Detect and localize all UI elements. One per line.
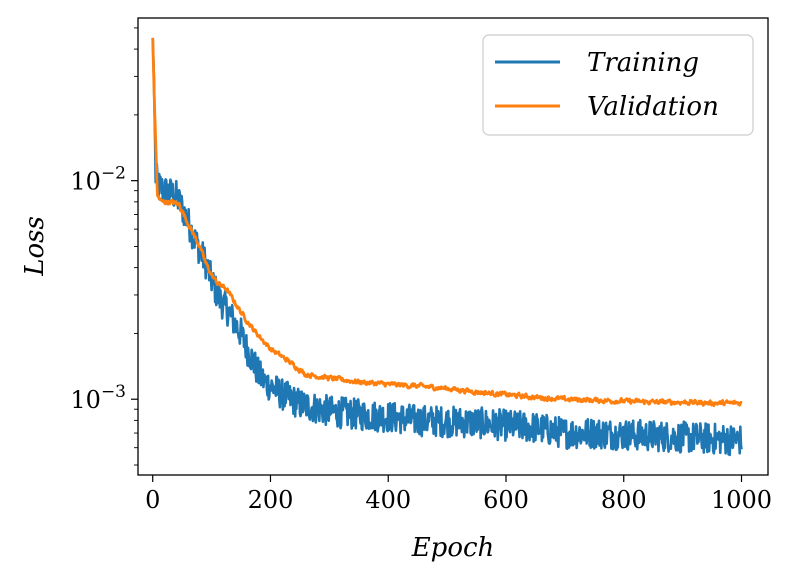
x-tick-label: 200 <box>248 486 294 514</box>
legend-label-training: Training <box>587 48 699 78</box>
legend: Training Validation <box>482 34 754 136</box>
x-tick-label: 400 <box>365 486 411 514</box>
axis-ticks: 0 200 400 600 800 1000 10−2 10−3 <box>70 27 772 514</box>
series-line-validation <box>151 37 743 408</box>
x-tick-label: 600 <box>483 486 529 514</box>
y-tick-label: 10−3 <box>70 382 126 414</box>
series-line-training <box>151 37 743 457</box>
x-axis-title: Epoch <box>411 533 495 563</box>
x-tick-label: 1000 <box>711 486 772 514</box>
x-tick-label: 0 <box>145 486 160 514</box>
y-tick-label: 10−2 <box>70 164 126 196</box>
y-axis-title: Loss <box>20 216 50 277</box>
x-tick-label: 800 <box>601 486 647 514</box>
series-layer <box>151 37 743 457</box>
legend-label-validation: Validation <box>587 92 719 122</box>
legend-box <box>482 34 754 136</box>
